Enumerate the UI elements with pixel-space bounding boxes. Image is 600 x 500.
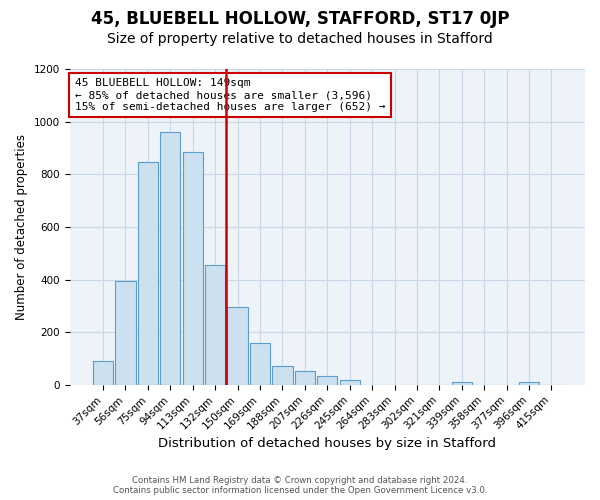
Bar [138,162,158,385]
Bar [182,152,203,385]
Bar [452,382,472,385]
Bar [317,376,337,385]
Bar [272,366,293,385]
Text: 45, BLUEBELL HOLLOW, STAFFORD, ST17 0JP: 45, BLUEBELL HOLLOW, STAFFORD, ST17 0JP [91,10,509,28]
Bar [340,380,360,385]
Bar [519,382,539,385]
Bar [160,132,181,385]
Bar [227,307,248,385]
Bar [205,265,225,385]
Text: 45 BLUEBELL HOLLOW: 149sqm
← 85% of detached houses are smaller (3,596)
15% of s: 45 BLUEBELL HOLLOW: 149sqm ← 85% of deta… [74,78,385,112]
Bar [295,371,315,385]
Y-axis label: Number of detached properties: Number of detached properties [15,134,28,320]
X-axis label: Distribution of detached houses by size in Stafford: Distribution of detached houses by size … [158,437,496,450]
Bar [250,342,270,385]
Text: Size of property relative to detached houses in Stafford: Size of property relative to detached ho… [107,32,493,46]
Bar [115,281,136,385]
Bar [93,361,113,385]
Text: Contains HM Land Registry data © Crown copyright and database right 2024.
Contai: Contains HM Land Registry data © Crown c… [113,476,487,495]
